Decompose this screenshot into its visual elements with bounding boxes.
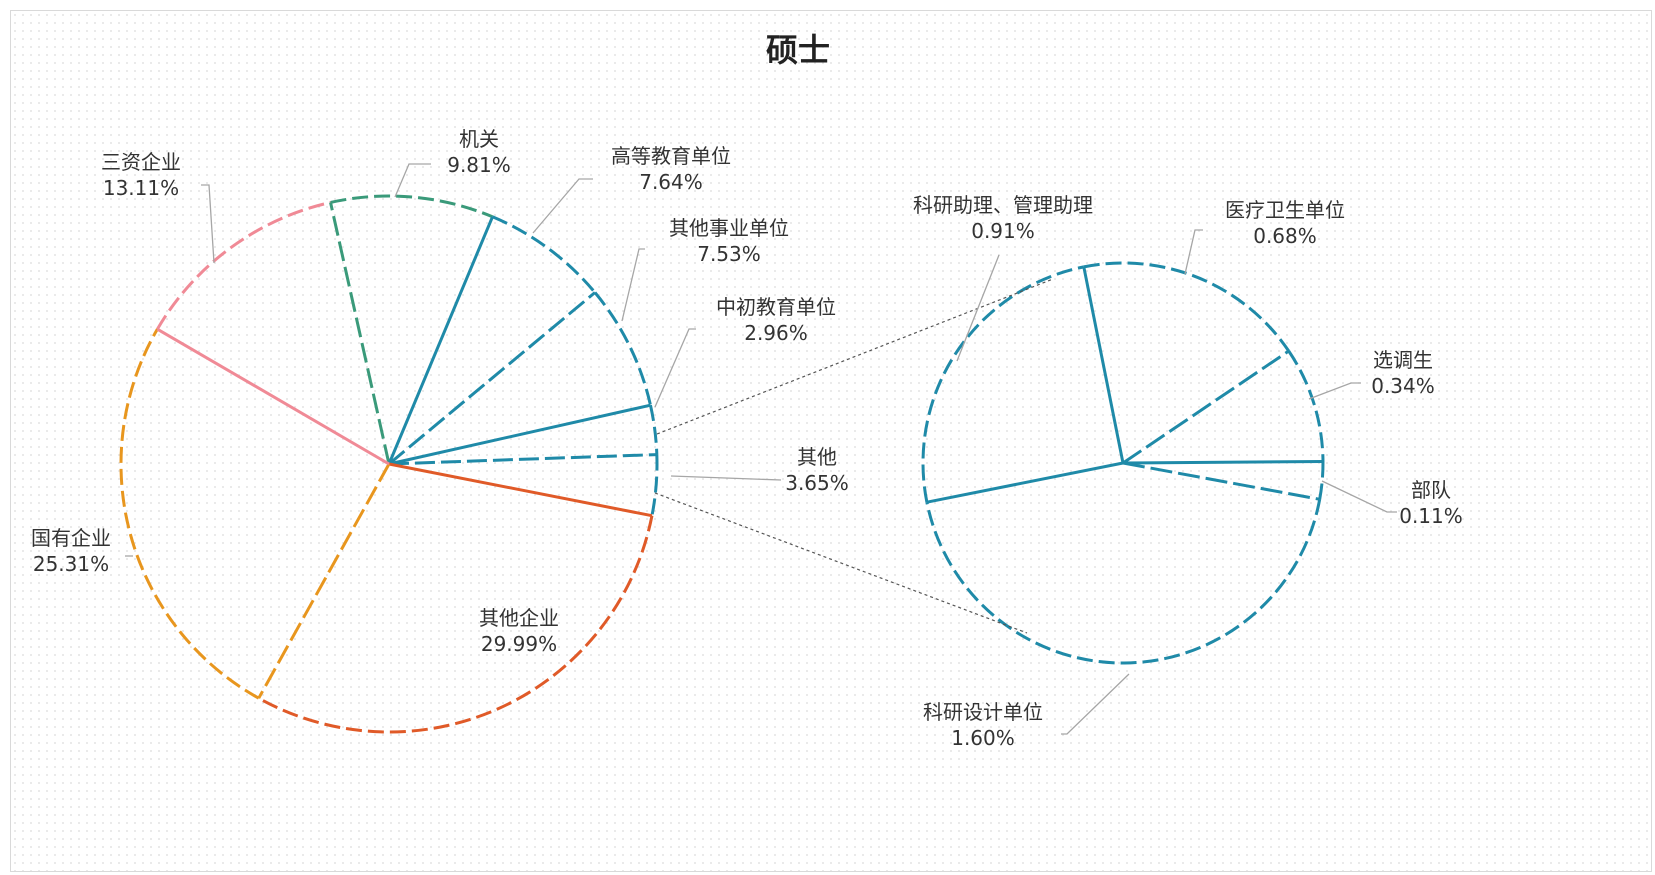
main-pie-arc (650, 454, 659, 516)
secondary-pie-arc (1083, 261, 1290, 352)
main-pie-radius (388, 403, 651, 466)
data-label: 部队0.11% (1321, 478, 1463, 528)
main-pie-slice (491, 215, 597, 294)
data-label-category: 机关 (459, 127, 499, 151)
main-pie-arc (593, 291, 652, 406)
data-label-value: 0.11% (1399, 504, 1463, 528)
leader-line (532, 178, 593, 234)
main-pie-slice (650, 454, 659, 516)
data-label-value: 29.99% (481, 632, 557, 656)
leader-line (1308, 382, 1361, 400)
data-label-category: 国有企业 (31, 526, 111, 550)
leader-line (1184, 229, 1203, 275)
data-label-category: 三资企业 (101, 150, 181, 174)
main-pie-radius (156, 327, 390, 466)
data-label-category: 部队 (1411, 478, 1451, 502)
pie-of-pie-chart: 硕士 机关9.81% 高等教育单位7.64%其他事业单位7.53%中初教育单位2.… (31, 31, 1463, 750)
secondary-pie-arc (925, 499, 1322, 665)
main-pie-radius (388, 453, 657, 466)
secondary-pie-radius (1122, 461, 1320, 501)
main-pie-slice (593, 291, 652, 406)
leader-line (621, 248, 645, 322)
connector-line-top (656, 278, 1054, 435)
main-pie (119, 194, 659, 734)
data-label-value: 9.81% (447, 153, 511, 177)
data-label-value: 13.11% (103, 176, 179, 200)
data-label-category: 高等教育单位 (611, 144, 731, 168)
chart-frame: 硕士 机关 9.81% 高等教育单位 7.64% 其他事业单位 7.53% 中初教育单位 2.… (10, 10, 1652, 872)
data-label-value: 7.53% (697, 242, 761, 266)
leader-line (670, 475, 782, 481)
data-label-category: 医疗卫生单位 (1225, 198, 1345, 222)
secondary-pie-arc (1287, 350, 1325, 462)
main-pie-arc (491, 215, 597, 294)
data-label-value: 7.64% (639, 170, 703, 194)
main-pie-radius (388, 462, 653, 518)
data-label-category: 科研助理、管理助理 (913, 193, 1093, 217)
main-pie-arc (119, 328, 260, 700)
main-pie-radius (388, 291, 596, 466)
data-label-value: 3.65% (785, 471, 849, 495)
leader-line (1061, 673, 1130, 735)
data-label-category: 其他 (797, 445, 837, 469)
main-pie-radius (329, 202, 391, 465)
data-label-value: 25.31% (33, 552, 109, 576)
data-label-category: 科研设计单位 (923, 700, 1043, 724)
main-pie-slice (330, 194, 494, 219)
main-pie-slice (649, 404, 659, 455)
data-label-category: 其他事业单位 (669, 216, 789, 240)
secondary-pie-radius (1122, 460, 1324, 465)
data-label-value: 1.60% (951, 726, 1015, 750)
secondary-pie-arc (921, 265, 1085, 503)
leader-line (394, 163, 431, 198)
connector-line-bottom (654, 492, 1028, 634)
data-label: 其他3.65% (670, 445, 849, 495)
data-label: 机关9.81% (394, 127, 511, 198)
data-label-category: 其他企业 (479, 606, 559, 630)
main-pie-slice (119, 328, 260, 700)
data-label-value: 0.34% (1371, 374, 1435, 398)
data-label-value: 0.68% (1253, 224, 1317, 248)
secondary-pie (921, 261, 1325, 665)
chart-title: 硕士 (766, 31, 830, 69)
data-label-category: 中初教育单位 (716, 295, 836, 319)
leader-line (1321, 480, 1397, 513)
leader-line (654, 328, 696, 408)
main-pie-slice (156, 200, 331, 330)
main-pie-arc (257, 515, 654, 734)
secondary-pie-radius (1122, 349, 1290, 465)
data-label-category: 选调生 (1373, 348, 1433, 372)
secondary-pie-radius (926, 461, 1124, 504)
leader-line (201, 184, 215, 264)
main-pie-radius (387, 216, 494, 465)
data-label-value: 2.96% (744, 321, 808, 345)
main-pie-arc (649, 404, 659, 455)
main-pie-arc (330, 194, 494, 219)
secondary-pie-radius (1082, 266, 1125, 464)
data-labels: 机关9.81% 高等教育单位7.64%其他事业单位7.53%中初教育单位2.96%… (31, 127, 1463, 750)
main-pie-radius (257, 463, 391, 699)
data-label-value: 0.91% (971, 219, 1035, 243)
leader-line (956, 254, 1000, 362)
main-pie-arc (156, 200, 331, 330)
pie-connector-lines (654, 278, 1054, 634)
main-pie-slice (257, 515, 654, 734)
secondary-pie-arc (1318, 461, 1325, 500)
